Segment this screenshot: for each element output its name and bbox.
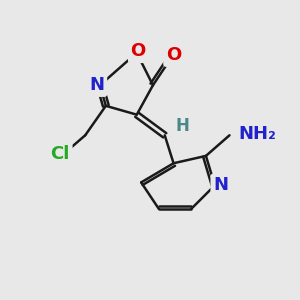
Text: O: O (166, 46, 181, 64)
Text: N: N (89, 76, 104, 94)
Text: Cl: Cl (50, 146, 70, 164)
Text: O: O (130, 42, 146, 60)
Text: NH₂: NH₂ (238, 125, 276, 143)
Text: H: H (176, 117, 189, 135)
Text: N: N (213, 176, 228, 194)
